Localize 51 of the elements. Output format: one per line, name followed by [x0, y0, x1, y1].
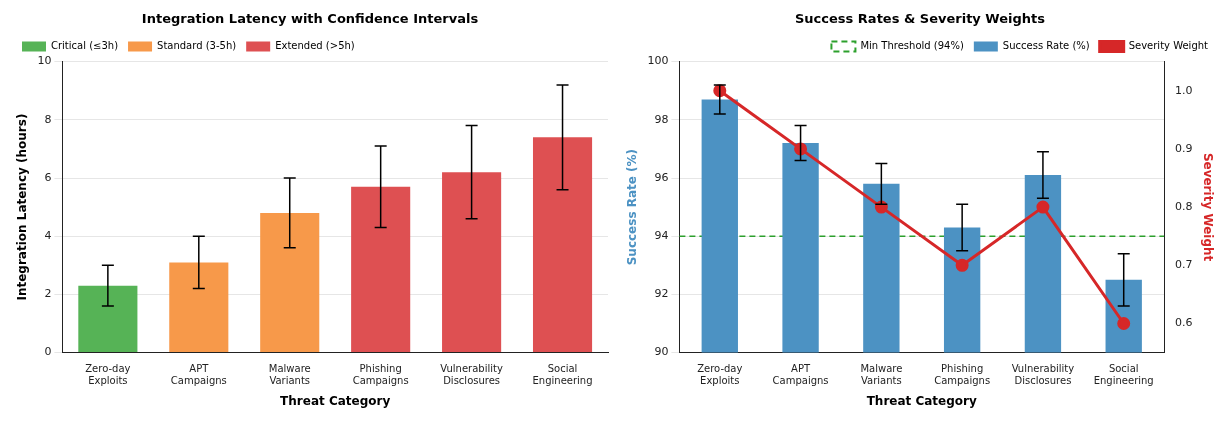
- x-tick-label: Phishing Campaigns: [352, 363, 409, 387]
- x-tick-label: Malware Variants: [860, 363, 903, 387]
- y-tick-label: 92: [654, 287, 669, 301]
- bar: [532, 137, 593, 353]
- bar: [442, 172, 502, 353]
- legend-label: Min Threshold (94%): [860, 40, 964, 52]
- bar: [260, 212, 320, 353]
- bar: [78, 285, 138, 353]
- x-axis-title: Threat Category: [866, 393, 977, 408]
- x-tick-label: Vulnerability Disclosures: [440, 363, 503, 387]
- y2-tick-label: 0.7: [1175, 258, 1193, 272]
- bar: [169, 262, 229, 353]
- y-tick-label: 94: [654, 229, 669, 243]
- x-tick-label: Zero-day Exploits: [697, 363, 743, 387]
- y2-tick-label: 0.8: [1175, 199, 1193, 213]
- x-axis-title: Threat Category: [280, 393, 391, 408]
- y-tick-label: 90: [654, 345, 669, 359]
- legend-label: Success Rate (%): [1002, 40, 1090, 52]
- x-tick-label: APT Campaigns: [170, 363, 227, 387]
- y-axis-title: Success Rate (%): [625, 148, 640, 266]
- point: [1117, 317, 1131, 330]
- y-axis-title: Integration Latency (hours): [15, 113, 30, 301]
- y-tick-label: 100: [647, 54, 669, 68]
- chart-title: Integration Latency with Confidence Intervals: [141, 11, 479, 27]
- legend-label: Standard (3-5h): [157, 40, 237, 52]
- y2-tick-label: 1.0: [1175, 83, 1193, 97]
- y2-axis-title: Severity Weight: [1200, 152, 1215, 262]
- x-tick-label: Social Engineering: [532, 363, 593, 387]
- legend-label: Critical (≤3h): [51, 40, 119, 52]
- x-tick-label: Malware Variants: [268, 363, 311, 387]
- y-tick-label: 8: [44, 112, 52, 126]
- point: [955, 258, 969, 272]
- chart-title: Success Rates & Severity Weights: [794, 11, 1046, 27]
- x-tick-label: Phishing Campaigns: [934, 363, 991, 387]
- x-tick-label: Social Engineering: [1093, 363, 1154, 387]
- x-tick-label: Vulnerability Disclosures: [1011, 363, 1075, 387]
- y-tick-label: 2: [44, 287, 52, 301]
- y-tick-label: 98: [654, 112, 669, 126]
- x-tick-label: APT Campaigns: [772, 363, 829, 387]
- y-tick-label: 6: [44, 170, 52, 184]
- y2-tick-label: 0.9: [1175, 141, 1193, 155]
- point: [1036, 200, 1050, 214]
- y-tick-label: 0: [44, 345, 52, 359]
- y-tick-label: 10: [37, 54, 52, 68]
- y-tick-label: 96: [654, 170, 669, 184]
- x-tick-label: Zero-day Exploits: [85, 363, 131, 387]
- y-tick-label: 4: [44, 229, 52, 243]
- y2-tick-label: 0.6: [1175, 316, 1193, 330]
- legend-label: Extended (>5h): [275, 40, 355, 52]
- bar: [351, 186, 411, 353]
- legend-label: Severity Weight: [1128, 40, 1209, 52]
